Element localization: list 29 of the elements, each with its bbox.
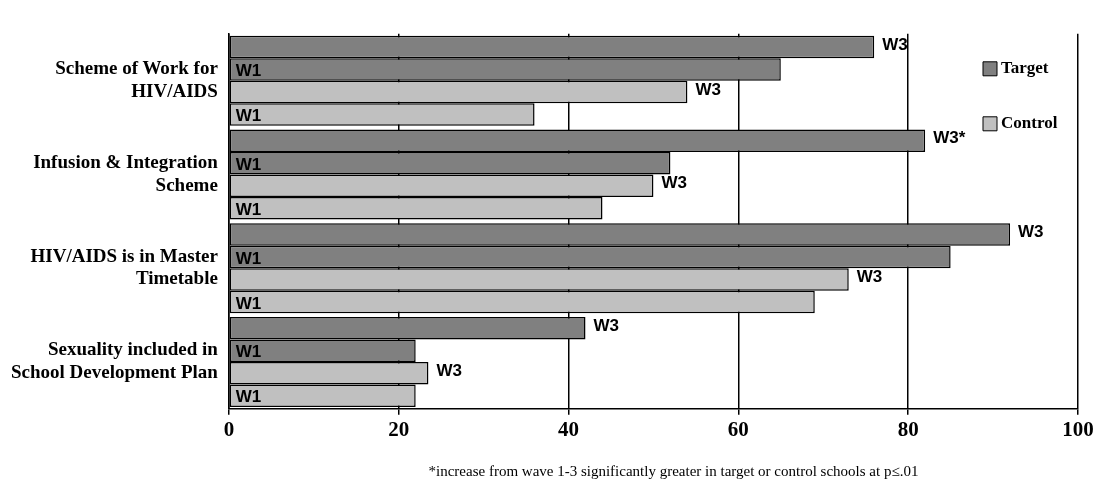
y-tick-label: HIV/AIDS is in Master Timetable — [30, 244, 219, 289]
data-label: W1 — [235, 387, 262, 407]
x-tick-label: 40 — [558, 416, 580, 441]
data-label: W3 — [1018, 222, 1044, 242]
text: *increase from wave 1-3 significantly greater in target or control schools at p≤.01 — [428, 463, 919, 479]
y-tick-label: Infusion & Integration Scheme — [33, 150, 219, 195]
data-label: W3* — [933, 128, 966, 148]
data-label: W1 — [235, 342, 262, 362]
x-tick-label: 0 — [223, 416, 235, 441]
data-label: W1 — [235, 293, 262, 313]
x-tick-label: 80 — [897, 416, 919, 441]
data-label: W1 — [235, 106, 262, 126]
data-label: W1 — [235, 248, 262, 268]
data-label: W3 — [436, 360, 462, 380]
legend-label: Control — [1001, 113, 1058, 133]
x-tick-label: 60 — [727, 416, 749, 441]
data-label: W1 — [235, 199, 262, 219]
y-tick-label: Sexuality included in School Development Plan — [10, 338, 219, 383]
data-label: W3 — [856, 267, 883, 287]
y-tick-label: Scheme of Work for HIV/AIDS — [55, 57, 219, 101]
data-label: W3 — [593, 315, 620, 335]
data-label: W1 — [235, 61, 262, 81]
data-label: W3 — [661, 173, 687, 193]
data-label: W3 — [882, 34, 908, 54]
legend-label: Target — [1001, 58, 1049, 78]
data-label: W3 — [695, 79, 721, 99]
x-tick-label: 100 — [1062, 416, 1094, 441]
x-tick-label: 20 — [388, 416, 410, 441]
data-label: W1 — [235, 154, 262, 174]
